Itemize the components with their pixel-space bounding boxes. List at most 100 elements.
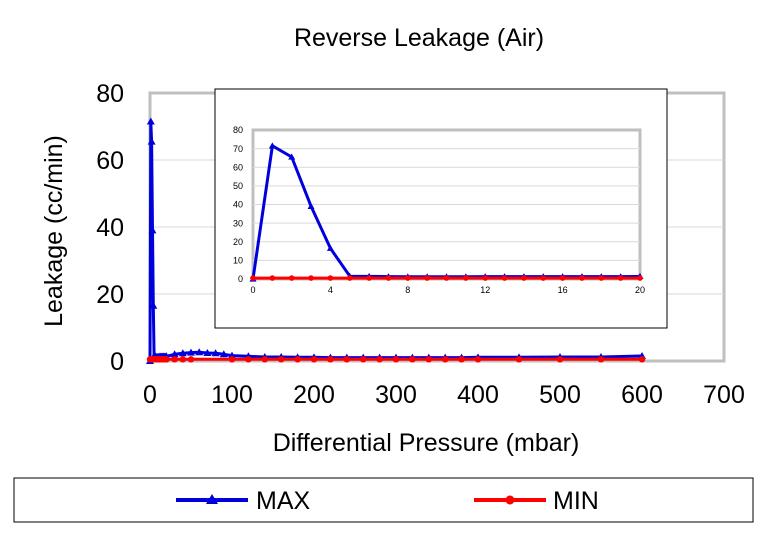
main-x-tick-label: 300 — [375, 381, 417, 409]
main-x-tick-label: 500 — [539, 381, 581, 409]
main-series-max-point — [149, 301, 158, 309]
inset-series-max-point — [268, 142, 276, 149]
inset-x-tick-label: 12 — [480, 285, 490, 295]
main-series-max-point — [219, 350, 228, 358]
main-series-min-point — [442, 356, 449, 363]
main-series-min-point — [187, 356, 195, 363]
inset-x-tick-label: 4 — [328, 285, 333, 295]
inset-series-min-point — [346, 275, 353, 281]
main-y-tick-label: 40 — [96, 214, 124, 242]
inset-series-min-point — [424, 275, 430, 281]
inset-series-min-point — [598, 275, 605, 281]
main-series-min-point — [360, 356, 367, 363]
main-series-min-point — [474, 356, 482, 363]
inset-x-tick-label: 16 — [558, 285, 568, 295]
inset-series-min-point — [366, 275, 372, 281]
main-series-min-point — [392, 356, 400, 363]
main-y-tick-label: 80 — [96, 80, 124, 108]
x-axis-label: Differential Pressure (mbar) — [273, 429, 580, 457]
chart-title: Reverse Leakage (Air) — [294, 24, 544, 52]
legend: MAX MIN — [13, 477, 754, 523]
main-series-min-point — [597, 356, 605, 363]
main-x-tick-label: 600 — [621, 381, 663, 409]
main-series-min-point — [179, 356, 186, 363]
inset-series-max-point — [288, 153, 296, 160]
legend-max-label: MAX — [256, 487, 311, 515]
main-series-min-point — [163, 356, 170, 363]
main-series-max-point — [147, 137, 156, 145]
inset-series-min-point — [579, 275, 585, 281]
inset-series-max-point — [326, 244, 334, 251]
inset-series-min-point — [617, 275, 624, 281]
main-series-max-point — [211, 349, 220, 357]
main-x-tick-label: 0 — [143, 381, 157, 409]
inset-series-min-point — [482, 275, 489, 281]
inset-series-min-point — [250, 275, 256, 281]
inset-x-tick-label: 8 — [405, 285, 410, 295]
inset-series-min-point — [443, 275, 450, 281]
inset-y-tick-label: 70 — [233, 144, 243, 154]
inset-series-min-point — [288, 275, 295, 281]
main-series-min-point — [310, 356, 318, 363]
inset-series-min-point — [521, 275, 527, 281]
inset-x-tick-label: 20 — [635, 285, 645, 295]
inset-series-min-point — [269, 275, 276, 281]
main-y-tick-label: 60 — [96, 147, 124, 175]
main-series-min-point — [171, 356, 178, 363]
inset-series-min-point — [540, 275, 547, 281]
inset-series-min-point — [385, 275, 392, 281]
inset-y-tick-label: 80 — [233, 125, 243, 135]
main-series-min-point — [458, 356, 465, 363]
main-series-min-point — [343, 356, 350, 363]
main-series-min-point — [409, 356, 416, 363]
main-series-min-point — [425, 356, 432, 363]
main-series-min-point — [515, 356, 523, 363]
inset-series-min-point — [405, 275, 411, 281]
legend-max-marker — [206, 494, 218, 504]
main-series-max-point — [187, 348, 195, 356]
main-series-min-point — [376, 356, 383, 363]
main-series-max-point — [170, 350, 179, 358]
main-series-min-point — [278, 356, 285, 363]
inset-y-tick-label: 10 — [233, 256, 243, 266]
inset-y-tick-label: 50 — [233, 181, 243, 191]
inset-series-min-point — [463, 275, 469, 281]
main-series-min-point — [261, 356, 268, 363]
main-series-min-point — [294, 356, 301, 363]
main-series-min-point — [245, 356, 252, 363]
main-y-tick-label: 20 — [96, 281, 124, 309]
main-x-tick-label: 400 — [457, 381, 499, 409]
inset-x-tick-label: 0 — [250, 285, 255, 295]
inset-y-tick-label: 20 — [233, 237, 243, 247]
main-series-min-point — [327, 356, 334, 363]
main-series-max-point — [195, 348, 204, 356]
inset-y-tick-label: 30 — [233, 218, 243, 228]
y-axis-label: Leakage (cc/min) — [40, 135, 68, 327]
main-x-tick-label: 200 — [293, 381, 335, 409]
inset-plot-area: 0 10 20 30 40 50 60 70 80 0 4 8 12 16 20 — [214, 88, 668, 329]
main-series-max-point — [148, 226, 157, 234]
inset-series-min-point — [327, 275, 334, 281]
legend-min-label: MIN — [553, 487, 599, 515]
main-series-max-point — [178, 349, 187, 357]
inset-series-min-point — [501, 275, 508, 281]
inset-y-tick-label: 60 — [233, 162, 243, 172]
main-x-tick-label: 700 — [703, 381, 745, 409]
inset-series-min-point — [308, 275, 314, 281]
legend-box — [13, 477, 754, 523]
legend-min-marker — [505, 495, 515, 505]
main-series-min-point — [228, 356, 236, 363]
inset-y-tick-label: 40 — [233, 200, 243, 210]
main-series-max-point — [203, 348, 212, 356]
main-series-max-point — [146, 117, 155, 125]
inset-series-min-point — [559, 275, 566, 281]
inset-series-max-point — [307, 202, 315, 209]
main-series-min-point — [638, 356, 646, 363]
inset-series-min-point — [637, 275, 643, 281]
inset-y-tick-label: 0 — [238, 274, 243, 284]
main-y-tick-label: 0 — [110, 348, 124, 376]
main-series-min-point — [556, 356, 564, 363]
main-x-tick-label: 100 — [211, 381, 253, 409]
